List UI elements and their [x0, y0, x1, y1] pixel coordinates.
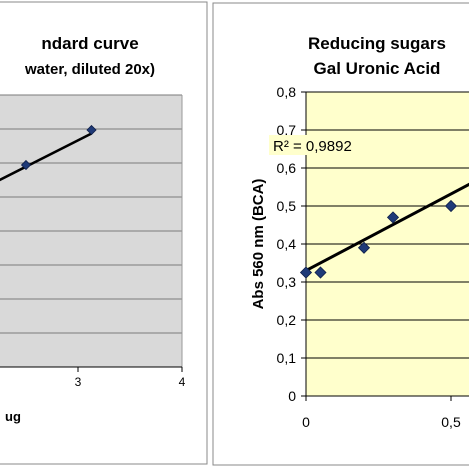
- right-x-tick-label: 0,5: [441, 414, 461, 430]
- left-data-point: [20, 159, 32, 171]
- right-y-tick-label: 0,4: [277, 236, 297, 252]
- right-y-tick-label: 0,2: [277, 312, 297, 328]
- right-y-tick-label: 0: [288, 388, 296, 404]
- right-trendline: [305, 182, 469, 272]
- right-y-ticks: 0 0,1 0,2 0,3 0,4 0,5 0,6 0,7 0,8: [277, 84, 306, 404]
- right-y-tick-label: 0,8: [277, 84, 297, 100]
- r-squared-label: R² = 0,9892: [273, 138, 352, 155]
- right-chart-subtitle: Gal Uronic Acid: [314, 59, 441, 78]
- right-gridlines: [306, 91, 469, 359]
- right-y-tick-label: 0,5: [277, 198, 297, 214]
- right-x-ticks: 0 0,5: [302, 396, 461, 430]
- r-squared-label-bg: [269, 135, 361, 155]
- left-x-tick-label: 4: [179, 375, 186, 389]
- left-data-points: [20, 124, 97, 171]
- right-data-point: [386, 211, 400, 224]
- right-data-point: [357, 241, 371, 254]
- left-chart-subtitle: water, diluted 20x): [24, 61, 155, 78]
- right-chart: Reducing sugars Gal Uronic Acid 00,10,20…: [212, 2, 469, 466]
- right-data-point: [299, 266, 313, 279]
- right-data-point: [314, 266, 327, 279]
- right-y-tick-label: 0,1: [277, 350, 297, 366]
- right-chart-title: Reducing sugars: [308, 34, 446, 53]
- right-y-tick-label: 0,7: [277, 122, 297, 138]
- right-y-tick-label: 0,3: [277, 274, 297, 290]
- right-y-axis-label: Abs 560 nm (BCA): [250, 179, 267, 310]
- right-data-point: [444, 199, 458, 213]
- right-y-tick-label: 0,6: [277, 160, 297, 176]
- left-data-point: [86, 124, 97, 136]
- left-x-tick-label: 3: [75, 375, 82, 389]
- left-trendline: [0, 132, 93, 182]
- right-data-points: [299, 199, 458, 279]
- left-chart-title: ndard curve: [41, 34, 138, 53]
- right-x-tick-label: 0: [302, 414, 310, 430]
- left-x-axis-label: ug: [5, 409, 21, 424]
